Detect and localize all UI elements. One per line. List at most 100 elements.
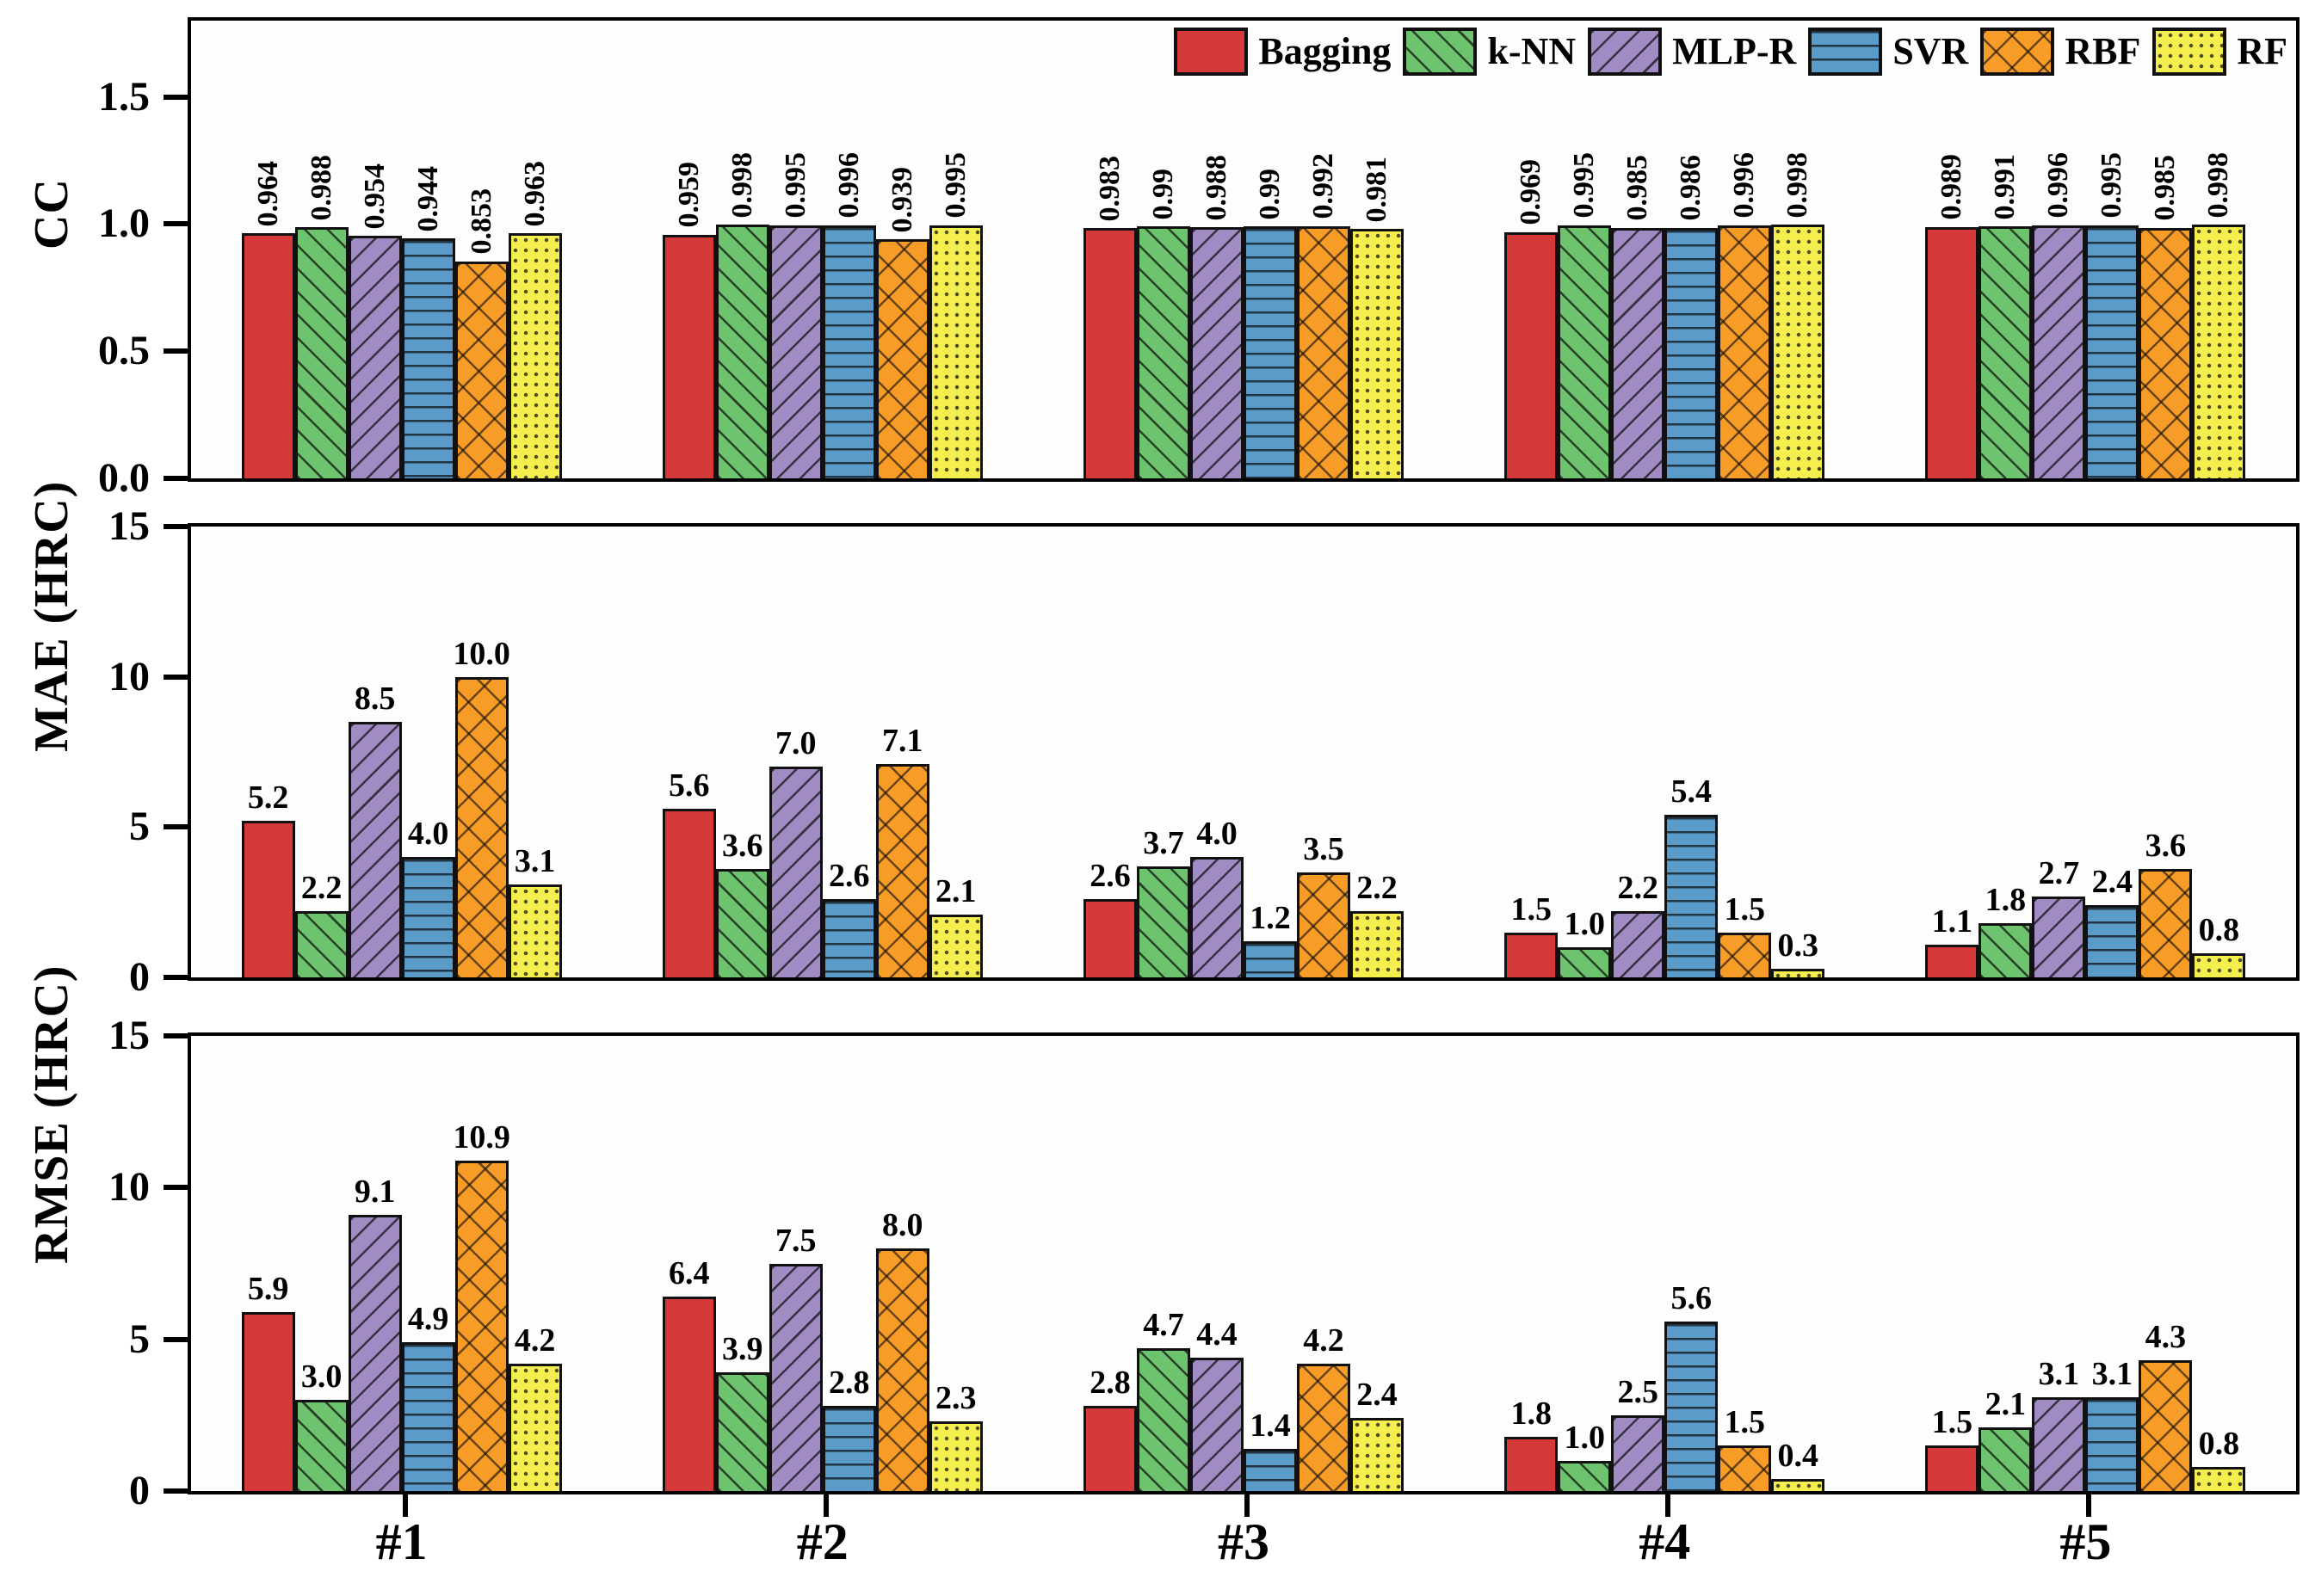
- legend-label: RBF: [2065, 30, 2141, 72]
- bar-bagging-g1: [241, 233, 295, 478]
- bar-rf-g1: [508, 884, 562, 977]
- y-tick-label: 0: [129, 954, 150, 1000]
- bar-value-label: 8.0: [882, 1206, 923, 1243]
- bar-value-label: 3.1: [2091, 1355, 2133, 1392]
- y-axis-title: CC: [25, 178, 78, 250]
- bar-k-nn-g2: [715, 869, 769, 977]
- legend-swatch-rbf: [1980, 28, 2055, 76]
- bar-bagging-g4: [1504, 231, 1559, 478]
- bar-value-label: 0.988: [305, 154, 337, 221]
- bar-value-label: 2.1: [1985, 1385, 2027, 1422]
- x-axis-label-g5: #5: [2059, 1513, 2112, 1570]
- y-axis-title: MAE (HRC): [25, 480, 78, 752]
- bar-value-label: 3.6: [722, 828, 763, 865]
- bar-value-label: 0.981: [1361, 156, 1392, 223]
- bar-rbf-g3: [1297, 225, 1350, 478]
- bar-svr-g1: [401, 857, 455, 977]
- bar-k-nn-g1: [294, 227, 349, 478]
- bar-value-label: 2.4: [1356, 1377, 1398, 1414]
- bar-value-label: 0.998: [2202, 151, 2235, 219]
- bar-value-label: 2.7: [2038, 854, 2080, 891]
- bar-value-label: 1.8: [1510, 1395, 1552, 1432]
- bar-k-nn-g2: [715, 225, 769, 478]
- bar-mlp-r-g1: [348, 236, 402, 478]
- bar-value-label: 0.988: [1201, 154, 1232, 221]
- bar-rf-g5: [2192, 953, 2246, 977]
- bar-svr-g1: [401, 238, 455, 478]
- bar-bagging-g1: [241, 821, 295, 977]
- y-tick-mark: [164, 524, 188, 529]
- legend-label: k-NN: [1487, 30, 1577, 72]
- bar-rbf-g2: [875, 239, 929, 478]
- y-tick-mark: [164, 824, 188, 830]
- plot-area-cc: 0.964 0.988 0.954 0.944 0.853 0.963 0.959 0.998…: [188, 17, 2300, 482]
- bar-mlp-r-g5: [2032, 1396, 2086, 1491]
- y-tick-mark: [164, 1336, 188, 1342]
- bar-k-nn-g3: [1137, 226, 1190, 478]
- bar-bagging-g2: [662, 1297, 716, 1491]
- legend-swatch-rf: [2152, 28, 2227, 76]
- legend-item-rf: RF: [2152, 28, 2287, 76]
- bar-bagging-g5: [1925, 944, 1979, 977]
- y-tick-label: 10: [108, 653, 150, 699]
- legend-item-bagging: Bagging: [1174, 28, 1391, 76]
- bar-value-label: 2.2: [1356, 870, 1398, 907]
- bar-value-label: 8.5: [354, 681, 396, 718]
- bar-mlp-r-g1: [348, 722, 402, 977]
- legend-item-svr: SVR: [1808, 28, 1968, 76]
- bar-value-label: 6.4: [669, 1255, 710, 1292]
- bar-rbf-g2: [875, 1248, 929, 1491]
- x-tick-mark: [823, 1491, 829, 1517]
- bar-svr-g5: [2085, 905, 2139, 977]
- legend-label: MLP-R: [1672, 30, 1797, 72]
- x-tick-mark: [1665, 1491, 1671, 1517]
- bar-rf-g2: [929, 914, 983, 977]
- bar-value-label: 0.853: [465, 188, 497, 255]
- bar-rf-g3: [1350, 1418, 1404, 1491]
- bar-rbf-g2: [875, 763, 929, 977]
- bar-k-nn-g4: [1558, 1460, 1612, 1491]
- y-tick-label: 15: [108, 1013, 150, 1058]
- bar-value-label: 0.992: [1307, 153, 1339, 219]
- bar-value-label: 5.6: [1670, 1279, 1712, 1316]
- bar-bagging-g5: [1925, 226, 1979, 478]
- bar-value-label: 0.964: [251, 160, 284, 227]
- bar-k-nn-g3: [1137, 1348, 1190, 1491]
- legend: Bagging k-NN MLP-R SVR RBF RF: [1174, 28, 2287, 76]
- bar-svr-g4: [1664, 1321, 1719, 1491]
- bar-value-label: 1.5: [1510, 890, 1552, 927]
- bar-rf-g3: [1350, 911, 1404, 977]
- bar-value-label: 3.5: [1303, 830, 1344, 867]
- y-tick-mark: [164, 1185, 188, 1191]
- bar-value-label: 4.4: [1196, 1316, 1238, 1353]
- bar-value-label: 3.1: [514, 842, 556, 879]
- bar-value-label: 5.4: [1670, 773, 1712, 810]
- bar-value-label: 0.998: [1781, 151, 1814, 219]
- bar-value-label: 10.0: [453, 635, 510, 672]
- bar-value-label: 0.996: [832, 152, 865, 219]
- y-tick-mark: [164, 94, 188, 100]
- plot-area-mae: 5.2 2.2 8.5 4.0 10.0 3.1 5.6 3.6 7.0 2.6 7.1 2.1 2.6…: [188, 523, 2300, 981]
- bar-value-label: 4.0: [407, 816, 449, 853]
- y-tick-label: 5: [129, 1316, 150, 1362]
- y-tick-mark: [164, 1033, 188, 1038]
- bar-value-label: 1.2: [1250, 900, 1291, 937]
- bar-value-label: 2.8: [829, 1365, 870, 1402]
- y-tick-label: 10: [108, 1164, 150, 1211]
- bar-value-label: 5.2: [247, 780, 289, 816]
- bar-value-label: 5.6: [669, 767, 710, 804]
- bar-value-label: 1.8: [1985, 882, 2027, 919]
- x-tick-mark: [1244, 1491, 1250, 1517]
- bar-value-label: 4.9: [407, 1301, 449, 1338]
- bar-rf-g4: [1771, 1478, 1825, 1491]
- bar-value-label: 2.5: [1617, 1373, 1658, 1410]
- bar-bagging-g2: [662, 234, 716, 478]
- bar-value-label: 0.99: [1254, 168, 1286, 220]
- bar-bagging-g4: [1504, 1436, 1559, 1491]
- bar-k-nn-g1: [294, 1400, 349, 1491]
- bar-value-label: 5.9: [247, 1270, 289, 1307]
- bar-rf-g5: [2192, 1466, 2246, 1491]
- y-tick-label: 5: [129, 804, 150, 850]
- bar-rbf-g4: [1718, 932, 1772, 977]
- bar-value-label: 4.3: [2145, 1319, 2187, 1356]
